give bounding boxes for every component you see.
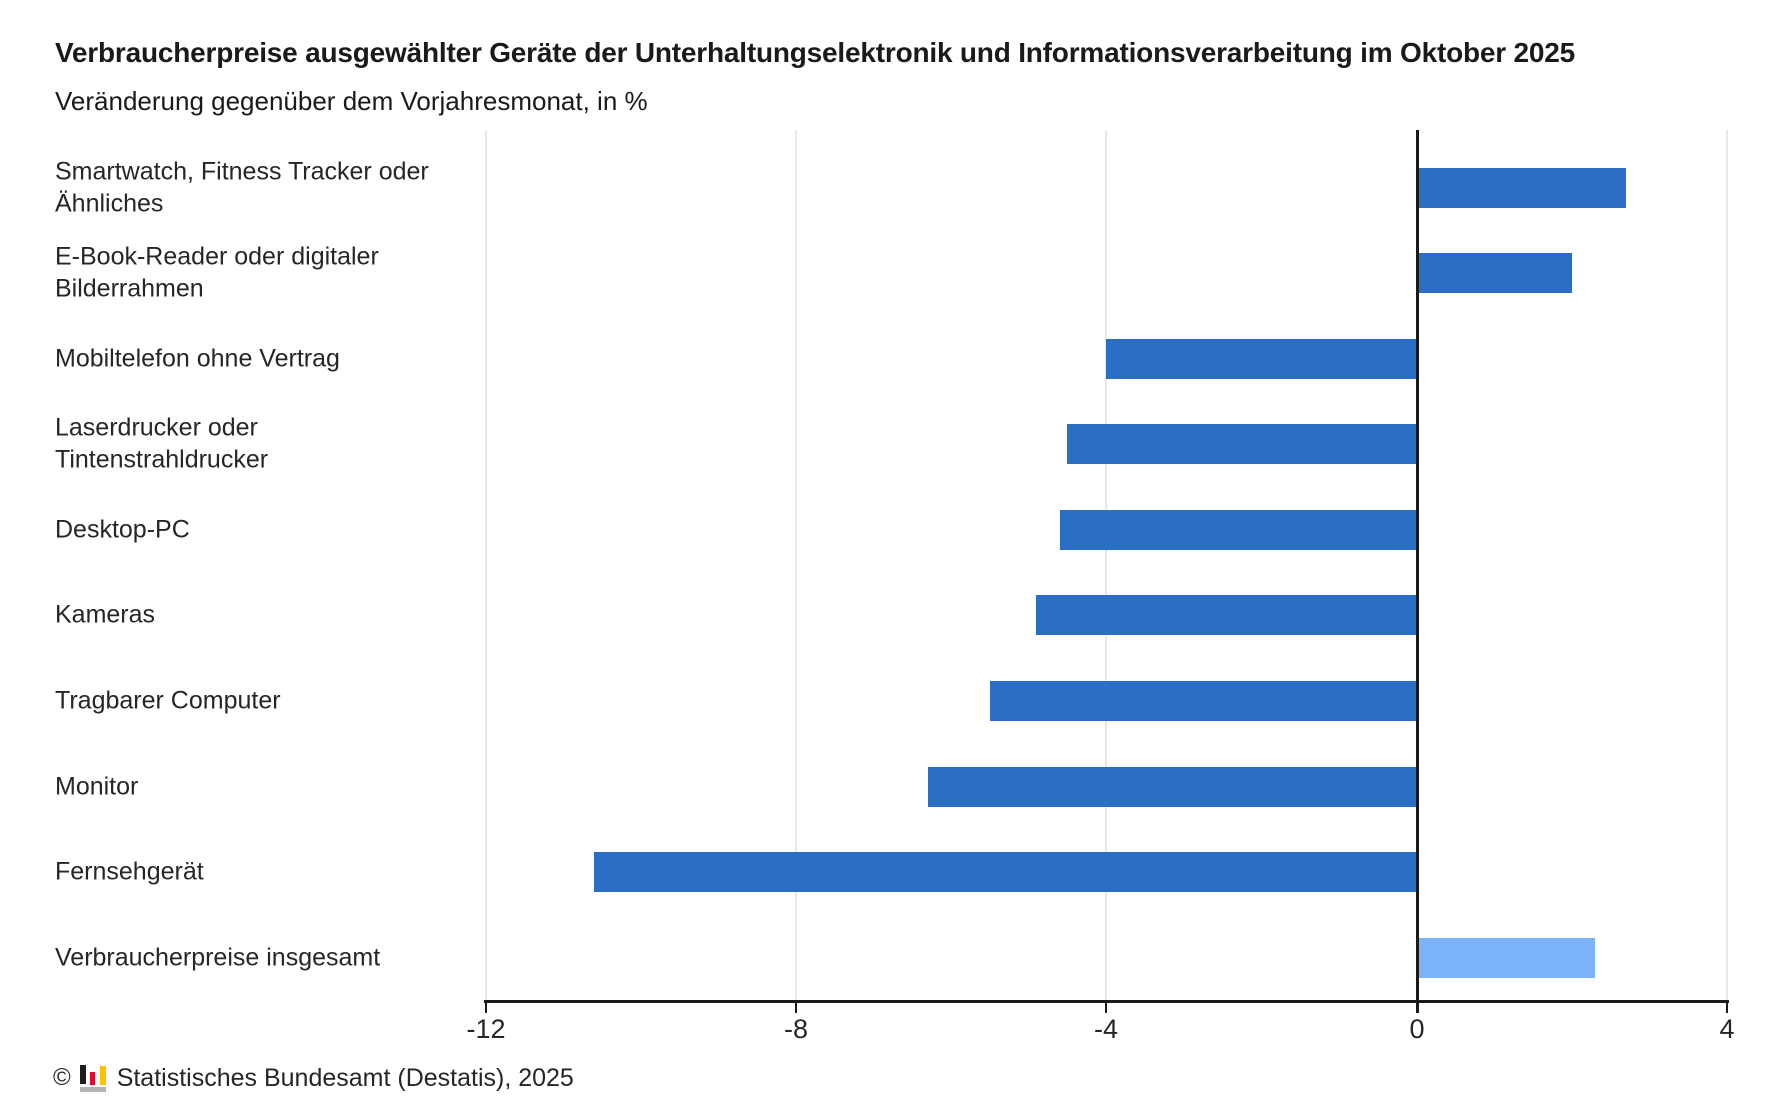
axis-tick-mark [1105,1000,1107,1013]
bar [990,681,1417,721]
axis-tick-label: 0 [1409,1014,1425,1044]
category-label: Kameras [55,600,156,629]
bar [1067,424,1417,464]
bar [1060,510,1417,550]
category-label: Tragbarer Computer [55,686,281,715]
axis-tick-label: -12 [466,1014,506,1044]
axis-tick-mark [795,1000,797,1013]
logo-red-bar [89,1071,95,1085]
bar [1106,339,1417,379]
gridline [795,130,797,1001]
gridline [1726,130,1728,1001]
bar [1417,168,1626,208]
category-label: Mobiltelefon ohne Vertrag [55,344,340,373]
category-label: Verbraucherpreise insgesamt [55,943,381,972]
category-label: Desktop-PC [55,515,190,544]
category-label: Smartwatch, Fitness Tracker oder Ähnlich… [55,157,429,218]
category-label: Fernsehgerät [55,857,204,886]
bar [928,767,1417,807]
logo-black-bar [79,1064,86,1084]
category-label: Monitor [55,772,139,801]
logo-gold-bar [99,1065,106,1085]
destatis-bar-chart-logo-icon [79,1064,108,1092]
source-text: Statistisches Bundesamt (Destatis), 2025 [116,1063,574,1092]
bar [594,852,1417,892]
zero-axis-line [1416,130,1419,1013]
category-label: E-Book-Reader oder digitaler Bilderrahme… [55,242,379,303]
category-label: Laserdrucker oder Tintenstrahldrucker [55,413,269,474]
bar [1036,595,1417,635]
logo-gray-base [79,1086,106,1092]
bar [1417,938,1595,978]
copyright-symbol: © [53,1064,71,1091]
chart-title: Verbraucherpreise ausgewählter Geräte de… [55,36,1576,68]
bar [1417,253,1572,293]
axis-tick-label: -4 [1093,1014,1118,1044]
gridline [485,130,487,1001]
axis-tick-mark [485,1000,487,1013]
axis-tick-label: 4 [1719,1014,1735,1044]
chart-subtitle: Veränderung gegenüber dem Vorjahresmonat… [55,86,648,116]
x-axis-line [484,1000,1729,1003]
axis-tick-mark [1726,1000,1728,1013]
gridline [1105,130,1107,1001]
axis-tick-label: -8 [783,1014,808,1044]
source-note: © Statistisches Bundesamt (Destatis), 20… [53,1058,574,1098]
